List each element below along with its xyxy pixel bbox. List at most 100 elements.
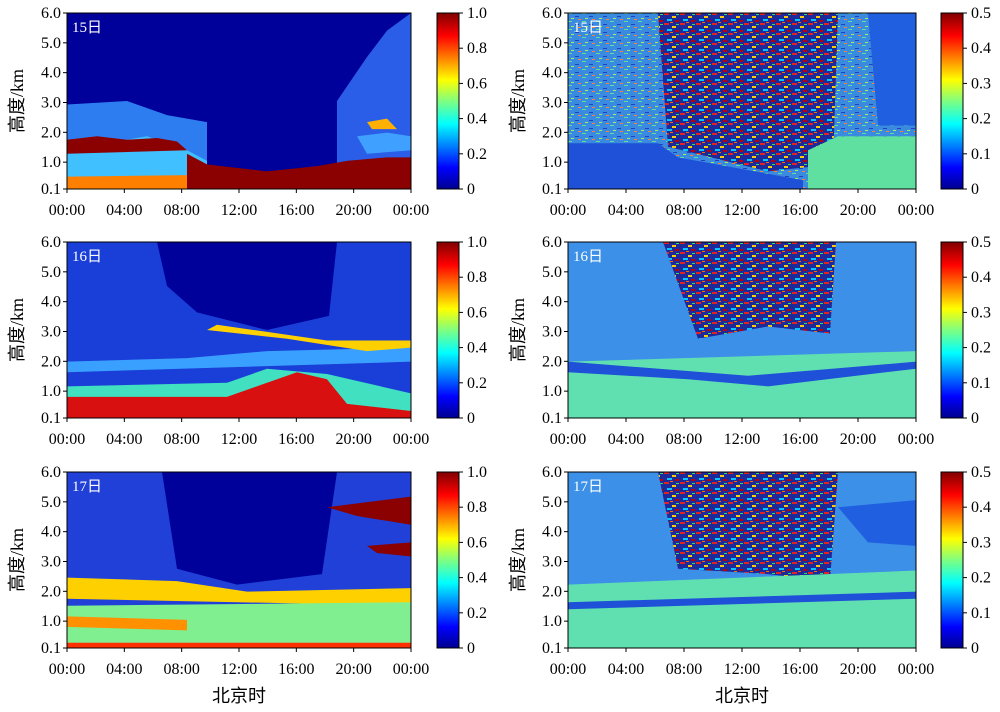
colorbar-tick-label: 0.6 — [467, 534, 487, 551]
x-tick-label: 12:00 — [724, 202, 760, 219]
colorbar-tick-label: 1.0 — [467, 234, 487, 251]
y-tick-label: 5.0 — [41, 494, 61, 511]
y-tick-label: 0.1 — [41, 640, 61, 657]
colorbar-tick-label: 0.8 — [467, 499, 487, 516]
y-axis-label: 高度/km — [508, 69, 528, 133]
day-label: 15日 — [72, 20, 102, 36]
heatmap-field — [568, 242, 916, 418]
colorbar-tick-label: 0.6 — [467, 75, 487, 92]
panel-left-top: 0.1 1.0 2.0 3.0 4.0 5.0 6.0 00:00 04:00 08:00 12:0… — [7, 5, 487, 219]
y-tick-label: 6.0 — [41, 234, 61, 251]
y-tick-label: 0.1 — [542, 410, 562, 427]
y-tick-label: 5.0 — [542, 264, 562, 281]
x-tick-label: 20:00 — [840, 661, 876, 678]
colorbar: 0 0.1 0.2 0.3 0.4 0.5 — [940, 464, 991, 657]
x-tick-label: 00:00 — [550, 431, 586, 448]
colorbar-tick-label: 0.1 — [971, 146, 991, 163]
y-tick-label: 2.0 — [542, 583, 562, 600]
x-tick-label: 20:00 — [335, 431, 371, 448]
heatmap-field — [568, 472, 916, 648]
x-tick-label: 20:00 — [840, 431, 876, 448]
x-tick-label: 16:00 — [782, 431, 818, 448]
x-tick-label: 00:00 — [393, 661, 429, 678]
y-tick-label: 6.0 — [41, 464, 61, 481]
y-tick-label: 2.0 — [41, 124, 61, 141]
y-tick-label: 2.0 — [41, 583, 61, 600]
y-tick-label: 3.0 — [41, 323, 61, 340]
y-tick-label: 6.0 — [41, 5, 61, 22]
colorbar-gradient — [436, 471, 460, 649]
colorbar-tick-label: 0.4 — [971, 40, 991, 57]
heatmap-field — [568, 13, 916, 189]
colorbar-tick-label: 0.5 — [971, 464, 991, 481]
colorbar-tick-label: 0 — [467, 181, 475, 198]
x-tick-label: 20:00 — [335, 202, 371, 219]
x-tick-label: 16:00 — [278, 202, 314, 219]
day-label: 17日 — [72, 479, 102, 495]
panel-right-bottom: 0.1 1.0 2.0 3.0 4.0 5.0 6.0 00:00 04:00 08:00 12:0… — [508, 464, 991, 706]
y-tick-label: 3.0 — [41, 94, 61, 111]
colorbar-gradient — [940, 12, 964, 190]
colorbar-tick-label: 0.5 — [971, 234, 991, 251]
colorbar-tick-label: 0.2 — [971, 111, 991, 128]
colorbar-tick-label: 0.3 — [971, 534, 991, 551]
y-tick-label: 4.0 — [41, 524, 61, 541]
x-tick-label: 08:00 — [666, 661, 702, 678]
colorbar-gradient — [436, 12, 460, 190]
colorbar-gradient — [940, 471, 964, 649]
x-tick-label: 00:00 — [550, 661, 586, 678]
x-tick-label: 12:00 — [724, 431, 760, 448]
colorbar-tick-label: 0.4 — [467, 570, 487, 587]
colorbar: 0 0.1 0.2 0.3 0.4 0.5 — [940, 234, 991, 427]
x-tick-label: 12:00 — [221, 202, 257, 219]
y-axis-label: 高度/km — [7, 528, 27, 592]
colorbar-tick-label: 0.2 — [467, 605, 487, 622]
day-label: 16日 — [573, 249, 603, 265]
colorbar-tick-label: 0.4 — [971, 269, 991, 286]
colorbar-tick-label: 0 — [971, 640, 979, 657]
y-tick-label: 3.0 — [41, 553, 61, 570]
y-tick-label: 1.0 — [542, 613, 562, 630]
x-tick-label: 16:00 — [278, 431, 314, 448]
colorbar-tick-label: 0.1 — [971, 605, 991, 622]
y-tick-label: 4.0 — [41, 65, 61, 82]
y-tick-label: 5.0 — [41, 264, 61, 281]
x-tick-label: 08:00 — [666, 202, 702, 219]
x-tick-label: 08:00 — [163, 431, 199, 448]
x-tick-label: 04:00 — [106, 431, 142, 448]
colorbar: 0 0.2 0.4 0.6 0.8 1.0 — [436, 464, 487, 657]
day-label: 15日 — [573, 20, 603, 36]
colorbar-tick-label: 0.1 — [971, 375, 991, 392]
x-tick-label: 16:00 — [782, 661, 818, 678]
y-tick-label: 1.0 — [41, 613, 61, 630]
x-tick-label: 04:00 — [106, 202, 142, 219]
x-tick-label: 20:00 — [335, 661, 371, 678]
colorbar-gradient — [436, 241, 460, 419]
colorbar-tick-label: 0.2 — [971, 340, 991, 357]
panel-right-top: 0.1 1.0 2.0 3.0 4.0 5.0 6.0 00:00 04:00 08:00 12:0… — [508, 5, 991, 219]
heatmap-field — [67, 13, 411, 189]
x-tick-label: 00:00 — [49, 661, 85, 678]
y-tick-label: 1.0 — [542, 383, 562, 400]
x-tick-label: 08:00 — [163, 661, 199, 678]
y-tick-label: 2.0 — [542, 353, 562, 370]
y-tick-label: 0.1 — [41, 181, 61, 198]
colorbar: 0 0.1 0.2 0.3 0.4 0.5 — [940, 5, 991, 198]
x-axis-label: 北京时 — [715, 686, 769, 706]
y-tick-label: 6.0 — [542, 234, 562, 251]
x-tick-label: 12:00 — [221, 431, 257, 448]
x-tick-label: 00:00 — [49, 202, 85, 219]
x-tick-label: 00:00 — [898, 661, 934, 678]
y-tick-label: 4.0 — [41, 294, 61, 311]
colorbar-tick-label: 0.2 — [971, 570, 991, 587]
y-tick-label: 6.0 — [542, 5, 562, 22]
x-tick-label: 04:00 — [608, 202, 644, 219]
x-tick-label: 04:00 — [106, 661, 142, 678]
y-axis-label: 高度/km — [508, 298, 528, 362]
y-axis-label: 高度/km — [508, 528, 528, 592]
y-tick-label: 3.0 — [542, 323, 562, 340]
y-tick-label: 1.0 — [542, 154, 562, 171]
x-tick-label: 12:00 — [221, 661, 257, 678]
x-tick-label: 00:00 — [49, 431, 85, 448]
